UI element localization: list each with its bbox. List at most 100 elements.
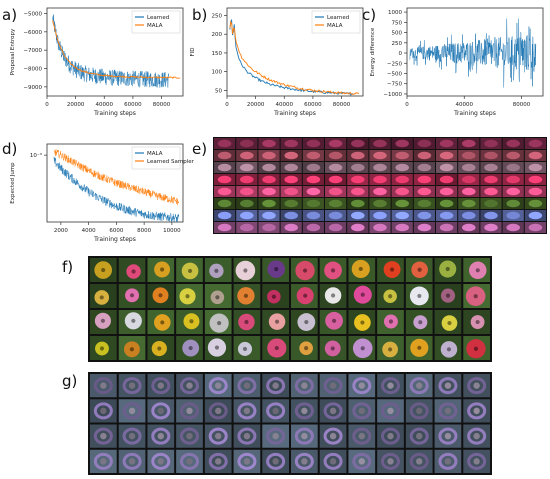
blurry-center [444, 407, 452, 415]
flower-blob [240, 151, 254, 160]
legend-label: MALA [147, 151, 163, 157]
flower-blob [284, 151, 298, 160]
x-tick-label: 4000 [82, 228, 96, 234]
blurry-center [329, 382, 337, 389]
blurry-ring [179, 377, 200, 395]
sample-grid-g [88, 372, 492, 475]
blurry-ring [409, 452, 429, 470]
flower-center [129, 293, 135, 298]
flower-blob [240, 223, 254, 232]
blurry-center [473, 458, 480, 465]
panel-label-d: d) [2, 140, 18, 158]
flower-blob [351, 187, 365, 196]
blurry-ring [352, 402, 372, 420]
flower-blob [506, 223, 520, 232]
flower-blob [439, 187, 454, 196]
flower-blob [262, 151, 276, 160]
blurry-ring [409, 402, 429, 420]
flower-blob [439, 223, 454, 232]
flower-center [242, 346, 248, 352]
flower-blob [217, 175, 232, 184]
flower-blob [217, 163, 232, 172]
flower-blob [217, 199, 232, 208]
flower-blob [373, 163, 387, 172]
flower-center [214, 345, 220, 350]
flower-blob [528, 199, 543, 208]
flower-blob [328, 163, 343, 172]
flower-blob [240, 139, 254, 148]
flower-blob [373, 175, 387, 184]
flower-center [417, 293, 422, 299]
blurry-ring [467, 427, 487, 445]
x-axis-label: Training steps [93, 236, 136, 243]
flower-blob [395, 139, 409, 148]
flower-center [360, 346, 365, 351]
blurry-ring [352, 427, 372, 445]
flower-blob [351, 151, 365, 160]
blurry-center [128, 407, 136, 415]
flower-center [445, 266, 450, 272]
flower-blob [328, 211, 343, 220]
blurry-ring [352, 452, 372, 470]
blurry-center [100, 458, 107, 465]
flower-center [388, 347, 393, 352]
flower-blob [328, 139, 343, 148]
x-tick-label: 80000 [513, 102, 531, 108]
legend-label: MALA [147, 23, 163, 29]
flower-blob [262, 139, 276, 148]
blurry-ring [179, 427, 200, 445]
blurry-center [473, 382, 480, 389]
y-tick-label: 250 [212, 13, 223, 19]
blurry-ring [438, 377, 458, 395]
blurry-ring [352, 377, 372, 395]
flower-center [304, 346, 309, 351]
x-tick-label: 20000 [67, 102, 85, 108]
blurry-ring [208, 402, 228, 420]
blurry-ring [122, 377, 142, 395]
blurry-center [100, 382, 107, 389]
blurry-center [243, 458, 251, 465]
flower-blob [328, 175, 343, 184]
blurry-center [215, 432, 222, 440]
flower-blob [484, 175, 498, 184]
x-tick-label: 8000 [137, 228, 151, 234]
flower-blob [462, 151, 476, 160]
flower-center [100, 318, 105, 323]
flower-blob [439, 175, 454, 184]
flower-blob [351, 139, 365, 148]
blurry-center [128, 458, 136, 465]
flower-blob [328, 151, 343, 160]
flower-center [215, 295, 220, 300]
flower-blob [262, 163, 276, 172]
blurry-ring [409, 377, 429, 395]
flower-blob [506, 199, 520, 208]
flower-center [417, 345, 422, 350]
y-tick-label: −5000 [23, 12, 42, 18]
blurry-ring [122, 452, 142, 470]
flower-blob [395, 223, 409, 232]
flower-center [360, 320, 365, 325]
blurry-center [157, 432, 164, 440]
blurry-center [215, 458, 222, 465]
x-tick-label: 0 [225, 102, 229, 108]
flower-center [214, 268, 219, 273]
blurry-center [272, 458, 279, 465]
flower-center [157, 346, 162, 351]
flower-blob [217, 139, 232, 148]
blurry-center [157, 458, 164, 465]
flower-center [99, 295, 104, 300]
x-tick-label: 80000 [153, 102, 171, 108]
blurry-center [416, 458, 423, 465]
legend-label: Learned Sampler [147, 159, 195, 165]
flower-blob [240, 199, 254, 208]
x-axis-label: Training steps [93, 110, 136, 117]
flower-blob [328, 187, 343, 196]
flower-center [473, 346, 479, 351]
blurry-ring [208, 377, 228, 395]
flower-center [244, 319, 249, 325]
blurry-center [444, 458, 452, 465]
flower-blob [284, 163, 298, 172]
flower-blob [395, 163, 409, 172]
panel-label-g: g) [62, 372, 78, 390]
flower-center [274, 319, 280, 324]
